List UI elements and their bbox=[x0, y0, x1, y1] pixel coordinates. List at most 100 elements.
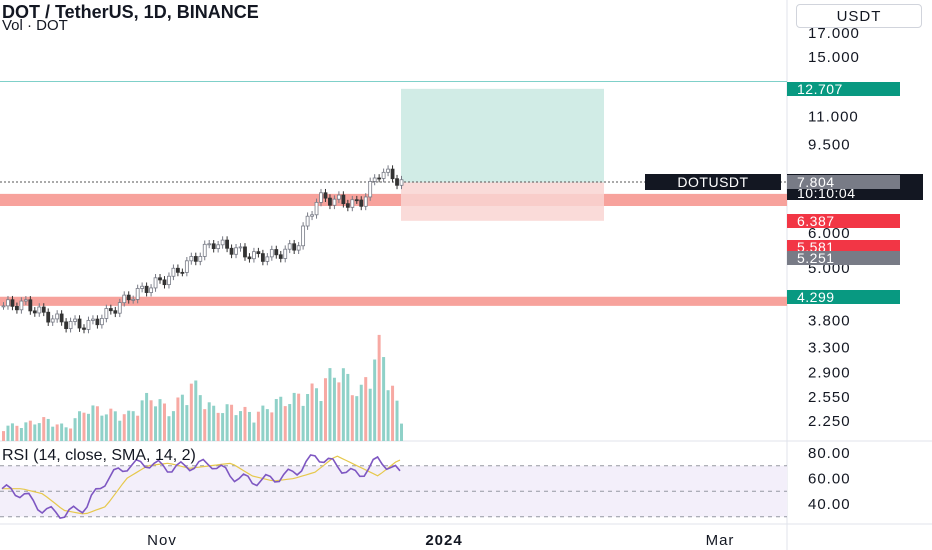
candle-body bbox=[269, 249, 274, 258]
volume-bar bbox=[395, 400, 399, 441]
volume-bar bbox=[261, 405, 265, 441]
candle-body bbox=[176, 267, 180, 273]
volume-bar bbox=[332, 377, 336, 441]
volume-bar bbox=[145, 392, 149, 441]
volume-bar bbox=[122, 414, 126, 441]
candle-body bbox=[202, 243, 207, 257]
candle-body bbox=[50, 318, 55, 323]
candle-body bbox=[32, 310, 37, 314]
tag-support: 5.251 bbox=[787, 251, 900, 266]
candle-body bbox=[363, 196, 368, 207]
volume-bar bbox=[82, 412, 86, 441]
volume-bar bbox=[212, 405, 216, 441]
volume-bar bbox=[28, 420, 32, 441]
candle-body bbox=[252, 251, 256, 260]
candle-body bbox=[1, 305, 6, 308]
volume-bar bbox=[328, 368, 332, 441]
volume-bar bbox=[46, 418, 50, 441]
candle-body bbox=[341, 194, 346, 205]
candle-body bbox=[260, 253, 265, 262]
volume-bar bbox=[341, 368, 345, 441]
candle-body bbox=[287, 243, 292, 250]
time-axis-label: Nov bbox=[147, 532, 177, 549]
volume-bar bbox=[315, 388, 319, 441]
candles bbox=[1, 165, 404, 334]
candle-body bbox=[167, 275, 171, 286]
chart-title: DOT / TetherUS, 1D, BINANCE bbox=[2, 2, 259, 22]
volume-bar bbox=[64, 427, 68, 441]
target-box bbox=[401, 88, 604, 183]
volume-bar bbox=[33, 424, 37, 441]
candle-body bbox=[135, 288, 140, 300]
volume-bar bbox=[283, 406, 287, 441]
volume-bar bbox=[154, 406, 158, 441]
symbol-tag: DOTUSDT bbox=[645, 174, 781, 190]
candle-body bbox=[386, 168, 390, 173]
volume-bar bbox=[270, 412, 274, 441]
candle-body bbox=[23, 299, 28, 302]
candle-body bbox=[28, 299, 33, 312]
candle-body bbox=[68, 321, 73, 329]
price-axis-label: 17.000 bbox=[808, 25, 860, 42]
candle-body bbox=[6, 299, 10, 307]
volume-bar bbox=[279, 396, 283, 441]
volume-bar bbox=[292, 392, 296, 441]
candle-body bbox=[15, 305, 19, 311]
volume-bar bbox=[310, 383, 314, 441]
candle-body bbox=[399, 179, 404, 186]
volume-bar bbox=[113, 411, 117, 441]
currency-button[interactable]: USDT bbox=[796, 4, 922, 28]
volume-bar bbox=[42, 417, 46, 441]
price-axis-label: 9.500 bbox=[808, 137, 851, 154]
candle-body bbox=[55, 313, 60, 320]
rsi-axis-label: 60.00 bbox=[808, 471, 851, 488]
candle-body bbox=[180, 271, 185, 274]
candle-body bbox=[216, 244, 221, 249]
volume-bar bbox=[136, 415, 140, 441]
volume-bar bbox=[15, 425, 19, 441]
candle-body bbox=[122, 294, 127, 304]
volume-bar bbox=[221, 413, 225, 441]
volume-bar bbox=[391, 385, 395, 441]
candle-body bbox=[104, 308, 109, 319]
candle-body bbox=[310, 214, 314, 217]
time-axis-label: 2024 bbox=[425, 532, 462, 549]
candle-body bbox=[395, 178, 399, 186]
candle-body bbox=[238, 246, 243, 249]
rsi-label: RSI (14, close, SMA, 14, 2) bbox=[2, 447, 196, 464]
rsi-axis-label: 80.00 bbox=[808, 445, 851, 462]
volume-bar bbox=[350, 395, 354, 441]
candle-body bbox=[328, 197, 332, 206]
volume-bar bbox=[167, 416, 171, 441]
candle-body bbox=[292, 243, 297, 251]
candle-body bbox=[64, 321, 69, 329]
volume-bar bbox=[301, 405, 305, 441]
candle-body bbox=[243, 246, 247, 258]
volume-bar bbox=[359, 384, 363, 441]
candle-body bbox=[86, 320, 91, 330]
volume-bar bbox=[55, 424, 59, 441]
candle-body bbox=[193, 256, 198, 262]
volume-bar bbox=[230, 404, 234, 441]
candle-body bbox=[305, 215, 310, 227]
candle-body bbox=[247, 256, 252, 260]
candle-body bbox=[278, 254, 283, 259]
candle-body bbox=[37, 306, 42, 314]
candle-body bbox=[256, 251, 261, 255]
volume-bar bbox=[2, 431, 5, 441]
volume-bar bbox=[19, 428, 23, 441]
candle-body bbox=[144, 285, 149, 293]
volume-bar bbox=[194, 380, 198, 441]
volume-bar bbox=[24, 422, 28, 441]
volume-bar bbox=[364, 377, 368, 441]
volume-bar bbox=[288, 404, 292, 441]
candle-body bbox=[91, 318, 95, 321]
volume-bar bbox=[95, 406, 99, 441]
candle-body bbox=[95, 318, 100, 326]
volume-bar bbox=[346, 373, 350, 441]
volume-bar bbox=[207, 402, 211, 441]
price-axis-label: 3.300 bbox=[808, 340, 851, 357]
volume-bar bbox=[368, 388, 372, 441]
